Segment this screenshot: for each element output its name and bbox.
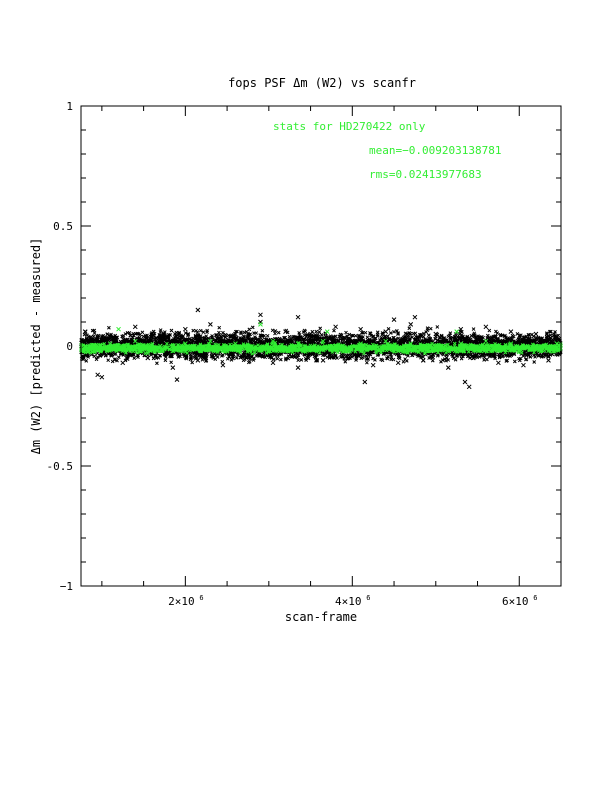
data-point-band: [392, 330, 395, 333]
x-tick-exponent: 6: [199, 594, 203, 602]
data-point-band: [276, 357, 279, 360]
x-tick-exponent: 6: [533, 594, 537, 602]
data-point-band: [472, 328, 475, 331]
data-point-band: [235, 356, 238, 359]
data-point-band: [216, 356, 219, 359]
data-point-band: [85, 359, 88, 362]
data-point-band: [429, 327, 432, 330]
data-point-band: [252, 332, 255, 335]
data-point-band: [408, 327, 411, 330]
data-point-band: [271, 329, 274, 332]
data-point-band: [319, 327, 322, 330]
data-point-band: [436, 325, 439, 328]
data-point-band: [195, 329, 198, 332]
data-point-band: [221, 353, 224, 356]
x-tick-label: 4×10: [335, 595, 362, 608]
data-point-band: [251, 326, 254, 329]
data-point-band: [279, 358, 282, 361]
data-point-band: [402, 360, 405, 363]
data-point-band: [107, 326, 110, 329]
annotation-rms: rms=0.02413977683: [369, 168, 482, 181]
data-point-band: [496, 332, 499, 335]
data-point-band: [170, 361, 173, 364]
data-point-band: [320, 333, 323, 336]
data-point-band: [224, 333, 227, 336]
data-point-band: [422, 335, 425, 338]
data-point-band: [155, 362, 158, 365]
data-point-band: [297, 359, 300, 362]
data-point-band: [261, 329, 264, 332]
data-point-band: [133, 357, 136, 360]
annotation-mean: mean=−0.009203138781: [369, 144, 501, 157]
data-point-band: [354, 334, 357, 337]
data-point-band: [300, 358, 303, 361]
data-point-band: [192, 329, 195, 332]
x-tick-label: 6×10: [502, 595, 529, 608]
data-point-band: [488, 329, 491, 332]
data-point-band: [107, 359, 110, 362]
data-point-band: [288, 335, 291, 338]
data-point-band: [218, 326, 221, 329]
data-point-band: [345, 331, 348, 334]
data-point-band: [315, 330, 318, 333]
data-point-band: [202, 331, 205, 334]
y-tick-label: 0: [66, 340, 73, 353]
data-point-band: [533, 360, 536, 363]
y-tick-label: 1: [66, 100, 73, 113]
data-point-band: [344, 360, 347, 363]
data-point-band: [242, 359, 245, 362]
data-point-band: [170, 329, 173, 332]
x-tick-label: 2×10: [168, 595, 195, 608]
chart-title: fops PSF Δm (W2) vs scanfr: [228, 76, 416, 90]
data-point-band: [191, 361, 194, 364]
data-point-band: [366, 336, 369, 339]
data-point-band: [248, 328, 251, 331]
data-point-band: [230, 358, 233, 361]
data-point-band: [365, 361, 368, 364]
y-tick-label: −1: [60, 580, 73, 593]
data-point-band: [274, 332, 277, 335]
y-tick-label: -0.5: [47, 460, 74, 473]
data-point-band: [427, 334, 430, 337]
y-tick-label: 0.5: [53, 220, 73, 233]
data-point-band: [332, 329, 335, 332]
x-axis-label: scan-frame: [285, 610, 357, 624]
data-point-band: [364, 331, 367, 334]
data-point-band: [426, 327, 429, 330]
data-point-band: [93, 355, 96, 358]
data-point-band: [364, 354, 367, 357]
data-point-band: [164, 359, 167, 362]
data-point-band: [266, 334, 269, 337]
data-point-band: [392, 358, 395, 361]
y-axis-label: Δm (W2) [predicted - measured]: [29, 238, 43, 455]
data-point-band: [389, 332, 392, 335]
data-point-band: [277, 331, 280, 334]
data-point-band: [405, 359, 408, 362]
data-point-band: [376, 331, 379, 334]
x-tick-exponent: 6: [366, 594, 370, 602]
data-point-band: [199, 329, 202, 332]
data-point-band: [221, 360, 224, 363]
data-point-band: [318, 330, 321, 333]
data-point-band: [117, 356, 120, 359]
annotation-stats-heading: stats for HD270422 only: [273, 120, 426, 133]
data-point-band: [431, 359, 434, 362]
data-point-band: [513, 360, 516, 363]
